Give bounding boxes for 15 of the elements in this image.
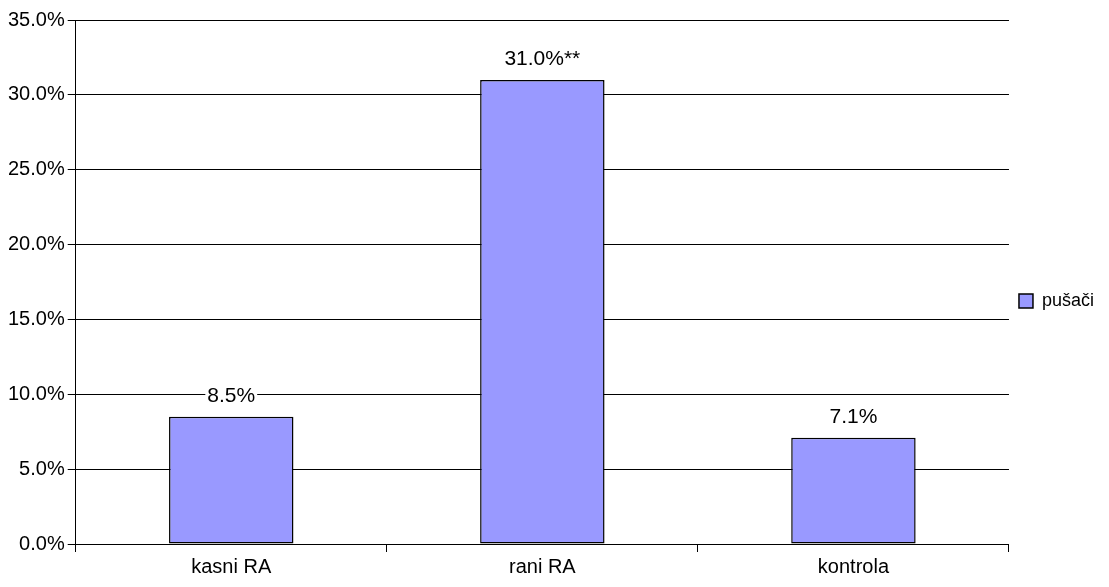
x-tick-label: kontrola	[817, 554, 890, 577]
x-tick-label: kasni RA	[191, 554, 272, 577]
data-label: 8.5%	[207, 383, 256, 407]
x-tick-label: rani RA	[508, 554, 577, 577]
y-tick-label: 0.0%	[19, 531, 65, 554]
y-tick-label: 5.0%	[19, 456, 65, 479]
y-tick-label: 10.0%	[7, 381, 65, 404]
y-tick-label: 20.0%	[7, 232, 65, 255]
y-tick-label: 30.0%	[7, 82, 65, 105]
data-label: 7.1%	[829, 404, 878, 427]
data-label: 31.0%**	[504, 46, 581, 70]
y-tick-label: 25.0%	[7, 157, 65, 180]
y-tick-label: 15.0%	[7, 306, 65, 329]
legend-label: pušači	[1041, 289, 1094, 310]
y-tick-label: 35.0%	[7, 7, 65, 30]
